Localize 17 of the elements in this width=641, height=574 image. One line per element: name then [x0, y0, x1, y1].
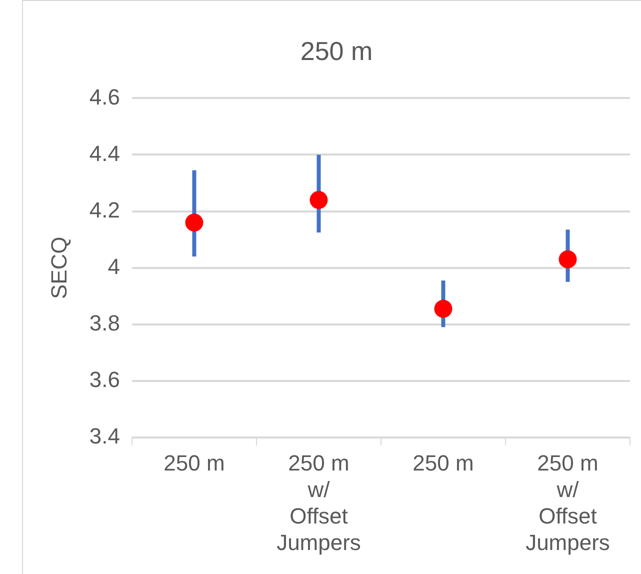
- point: [558, 250, 577, 268]
- point: [434, 300, 452, 318]
- y-tick-label: 4: [108, 254, 120, 279]
- x-tick-label: 250 m w/ Offset Jumpers: [276, 450, 361, 555]
- y-tick-label: 4.2: [89, 197, 120, 222]
- x-tick-label: 250 m: [164, 450, 225, 476]
- chart-title: 250 m: [300, 36, 373, 66]
- y-tick-label: 3.4: [89, 423, 120, 448]
- point: [310, 190, 328, 209]
- y-tick-label: 3.6: [89, 366, 120, 392]
- y-tick-label: 4.4: [89, 140, 120, 166]
- x-tick-label: 250 m w/ Offset Jumpers: [526, 450, 610, 555]
- point: [185, 214, 204, 232]
- y-axis-title: SECQ: [46, 236, 72, 299]
- y-tick-label: 3.8: [89, 310, 120, 336]
- y-tick-label: 4.6: [89, 84, 120, 110]
- x-tick-label: 250 m: [412, 450, 474, 476]
